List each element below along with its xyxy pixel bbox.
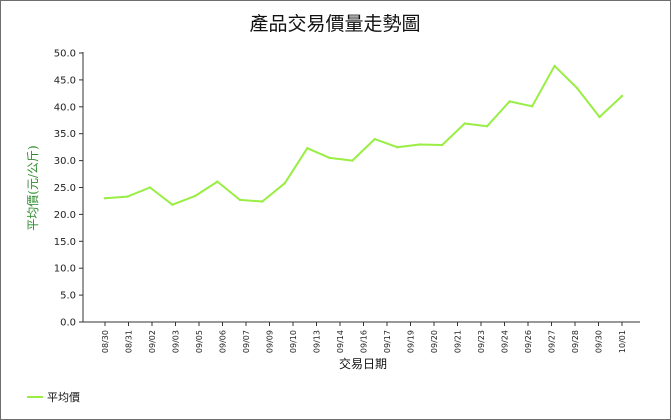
data-point: [261, 200, 264, 203]
data-point: [620, 94, 624, 98]
chart-title: 產品交易價量走勢圖: [249, 13, 420, 35]
data-point: [171, 203, 174, 206]
data-point: [351, 159, 354, 162]
y-tick-label: 10.0: [54, 264, 76, 275]
x-tick-label: 09/28: [571, 330, 580, 353]
data-point: [598, 115, 601, 119]
x-tick-label: 09/30: [595, 330, 604, 353]
data-point: [553, 64, 556, 68]
x-tick-label: 09/24: [501, 330, 510, 353]
x-tick-label: 09/07: [242, 330, 251, 353]
y-tick-label: 5.0: [60, 291, 76, 302]
data-point: [103, 197, 107, 200]
plot-area: 0.0 5.0 10.0 15.0 20.0 25.0 30.0 35.0 40.0 45.0 50…: [54, 49, 640, 353]
legend: 平均價: [27, 390, 80, 404]
data-point: [216, 180, 219, 183]
y-tick-label: 25.0: [54, 183, 76, 194]
x-tick-label: 09/19: [407, 330, 416, 353]
data-point: [396, 146, 399, 149]
data-point: [193, 194, 197, 198]
data-point: [283, 182, 286, 185]
data-point: [485, 125, 489, 128]
y-tick-label: 15.0: [54, 237, 76, 248]
x-tick-label: 09/06: [219, 330, 228, 353]
legend-label: 平均價: [47, 390, 80, 404]
x-tick-label: 08/30: [101, 330, 110, 353]
y-tick-label: 50.0: [54, 49, 76, 60]
x-tick-label: 09/17: [383, 330, 392, 353]
x-tick-label: 09/05: [195, 330, 204, 353]
x-tick-label: 09/02: [148, 330, 157, 353]
x-tick-label: 09/23: [477, 330, 486, 353]
y-tick-label: 40.0: [54, 102, 76, 113]
data-point: [441, 143, 444, 147]
y-tick-label: 0.0: [60, 318, 76, 329]
y-axis-label: 平均價(元/公斤): [26, 145, 40, 230]
y-tick-label: 35.0: [54, 129, 76, 140]
data-point: [148, 186, 152, 189]
data-point: [373, 137, 376, 141]
x-axis-label: 交易日期: [339, 356, 387, 371]
x-tick-label: 09/14: [336, 330, 345, 353]
x-tick-label: 09/13: [313, 330, 322, 353]
data-point: [126, 195, 129, 198]
data-point: [575, 86, 579, 90]
data-point: [238, 198, 242, 202]
x-tick-label: 09/03: [172, 330, 181, 353]
data-point: [530, 105, 534, 108]
data-point: [306, 147, 309, 150]
x-tick-label: 09/16: [360, 330, 369, 353]
y-tick-label: 45.0: [54, 75, 76, 86]
x-tick-label: 09/09: [266, 330, 275, 353]
y-tick-label: 20.0: [54, 210, 76, 221]
series-line: [104, 64, 623, 206]
x-tick-label: 09/26: [524, 330, 533, 353]
x-tick-label: 09/21: [454, 330, 463, 353]
data-point: [418, 143, 421, 146]
x-tick-label: 09/27: [548, 330, 557, 353]
data-point: [508, 100, 511, 103]
x-tick-label: 09/20: [430, 330, 439, 353]
data-point: [463, 122, 466, 125]
y-tick-label: 30.0: [54, 156, 76, 167]
x-tick-label: 08/31: [125, 330, 134, 353]
x-tick-label: 10/01: [618, 330, 627, 353]
data-point: [328, 156, 331, 160]
x-tick-label: 09/10: [289, 330, 298, 353]
